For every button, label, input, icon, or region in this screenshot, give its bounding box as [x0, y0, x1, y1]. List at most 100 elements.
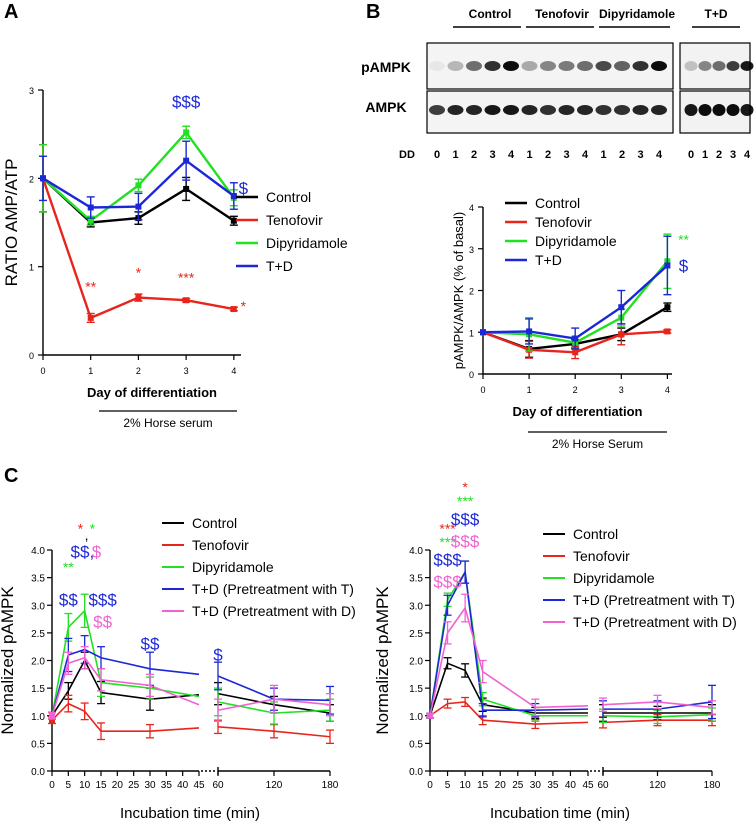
significance-mark: *** [178, 270, 195, 286]
data-point [230, 306, 237, 313]
x-tick-label: 20 [112, 780, 124, 791]
blot-lane-label: 3 [563, 149, 569, 161]
x-tick-label: 15 [95, 780, 107, 791]
data-point [135, 294, 142, 301]
legend-label: Tenofovir [573, 548, 630, 564]
legend: Control Tenofovir Dipyridamole T+D (Pretrea… [543, 526, 737, 630]
x-tick-label: 25 [512, 780, 524, 791]
blot-band [466, 61, 482, 71]
data-point [230, 217, 237, 224]
significance-mark: $ [239, 179, 249, 198]
x-tick-label: 60 [597, 780, 609, 791]
x-tick-label: 3 [184, 366, 189, 376]
data-point [427, 712, 433, 719]
data-point [572, 349, 579, 356]
blot-row-label: AMPK [365, 99, 406, 115]
data-point [135, 203, 142, 210]
x-tick-label: 60 [212, 780, 224, 791]
x-tick-label: 35 [547, 780, 559, 791]
x-tick-label: 0 [427, 780, 433, 791]
legend-label: Tenofovir [535, 214, 592, 230]
series-line-tenofovir [51, 702, 200, 733]
western-blot: Control Tenofovir Dipyridamole T+D pAMPK AMPK… [361, 7, 754, 161]
legend-label: Tenofovir [192, 537, 249, 553]
blot-band [614, 105, 630, 115]
legend: Control Tenofovir Dipyridamole T+D [236, 189, 348, 274]
y-tick-label: 3 [469, 245, 474, 255]
legend-label: T+D (Pretreatment with D) [573, 614, 737, 630]
blot-lane-label: 2 [471, 149, 477, 161]
data-point [664, 304, 671, 311]
blot-lane-label: 0 [688, 149, 694, 161]
y-tick-label: 2 [469, 287, 474, 297]
x-tick-label: 4 [665, 385, 670, 395]
y-tick-label: 2 [29, 174, 34, 184]
blot-band [503, 105, 519, 115]
legend-label: T+D (Pretreatment with D) [192, 603, 356, 619]
x-axis-title: Day of differentiation [512, 404, 642, 419]
x-tick-label: 1 [527, 385, 532, 395]
chart-A: 0 1 2 3 0 1 2 3 4 Day of differentiation RATIO AMP… [2, 86, 348, 430]
blot-lane-label: 4 [508, 149, 515, 161]
data-point [480, 329, 486, 336]
blot-lane-label: 1 [600, 149, 606, 161]
legend-label: T+D (Pretreatment with T) [192, 581, 354, 597]
blot-band [484, 105, 501, 115]
x-tick-label: 30 [530, 780, 542, 791]
blot-band [632, 61, 649, 71]
y-axis-title: pAMPK/AMPK (% of basal) [451, 212, 466, 370]
y-tick-label: 2.5 [409, 629, 423, 640]
data-point [618, 331, 625, 338]
y-tick-label: 3.0 [31, 601, 45, 612]
bracket-label: 2% Horse Serum [552, 437, 643, 451]
y-tick-label: 4 [469, 203, 474, 213]
x-tick-label: 0 [49, 780, 55, 791]
legend-label: T+D [535, 252, 562, 268]
x-tick-label: 25 [128, 780, 140, 791]
blot-band [595, 61, 612, 71]
x-tick-label: 30 [144, 780, 156, 791]
data-point [87, 314, 94, 321]
y-tick-label: 4.0 [409, 546, 423, 557]
y-tick-label: 1.5 [409, 684, 423, 695]
blot-band [740, 104, 754, 116]
blot-band [558, 61, 575, 71]
legend-label: Control [192, 515, 237, 531]
y-axis-title: RATIO AMP/ATP [2, 159, 21, 287]
data-point [40, 175, 46, 182]
data-point [572, 335, 579, 342]
blot-band [540, 61, 556, 71]
significance-mark: $$$ [433, 550, 462, 569]
x-axis-title: Incubation time (min) [120, 805, 260, 822]
series-line-td_t [429, 569, 589, 716]
bracket-label: 2% Horse serum [123, 416, 212, 430]
significance-mark: ** [85, 278, 96, 294]
blot-band [698, 61, 712, 71]
blot-lane-label: 4 [582, 149, 589, 161]
blot-row-label: pAMPK [361, 59, 411, 75]
series-line-tenofovir [429, 701, 589, 725]
data-point [664, 328, 671, 335]
blot-band [712, 61, 726, 71]
blot-band [521, 61, 538, 71]
blot-band [684, 104, 698, 116]
significance-mark: *** [439, 520, 456, 536]
x-tick-label: 10 [79, 780, 91, 791]
blot-lane-label: 4 [656, 149, 663, 161]
x-tick-label: 0 [480, 385, 485, 395]
significance-mark: $$ [141, 634, 160, 653]
blot-dd-label: DD [399, 149, 415, 161]
blot-lane-label: 1 [702, 149, 708, 161]
y-tick-label: 0.0 [409, 767, 423, 778]
legend-label: Dipyridamole [266, 235, 348, 251]
blot-lane-label: 3 [730, 149, 736, 161]
x-axis-title: Incubation time (min) [490, 805, 630, 822]
significance-mark: * [136, 264, 142, 280]
significance-mark: $$ [59, 590, 78, 609]
significance-mark: $ [213, 646, 223, 665]
y-tick-label: 1.5 [31, 684, 45, 695]
x-tick-label: 5 [445, 780, 451, 791]
blot-lane-label: 2 [716, 149, 722, 161]
legend-label: T+D (Pretreatment with T) [573, 592, 735, 608]
